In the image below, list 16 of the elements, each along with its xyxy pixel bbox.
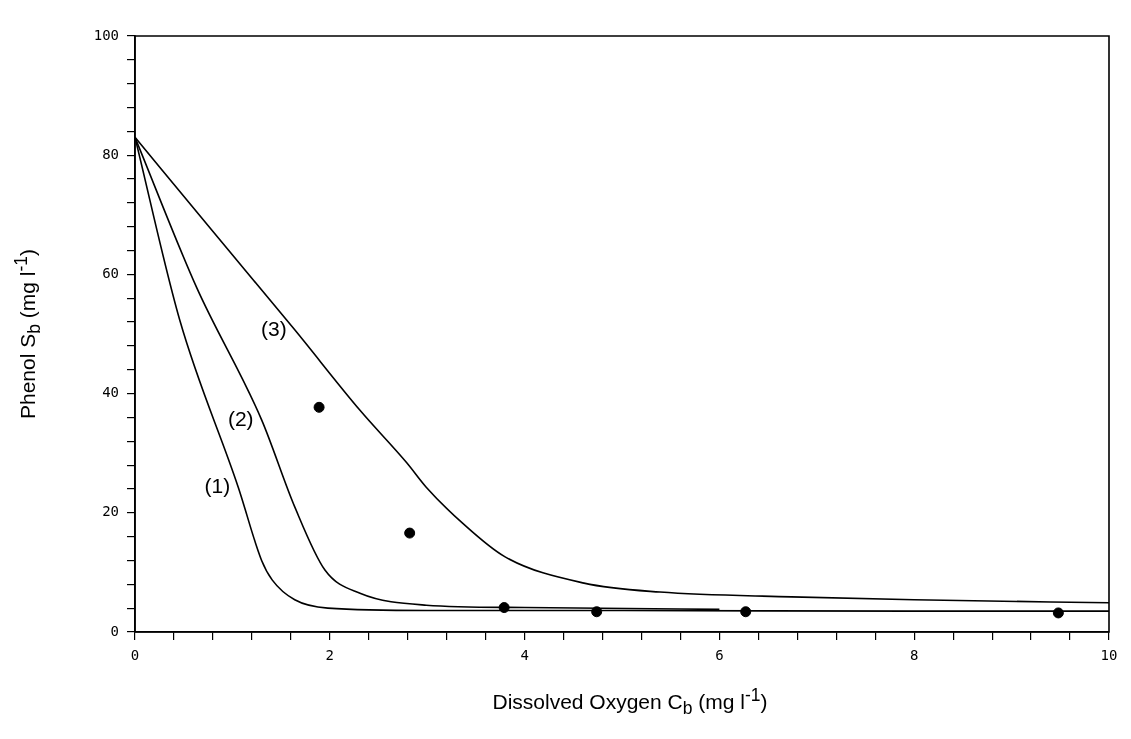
x-tick-label: 10 [1100,647,1118,664]
series-label: (3) [261,316,287,340]
x-tick-label: 8 [909,647,919,664]
x-tick-label: 2 [325,647,335,664]
y-tick-label: 80 [102,145,119,162]
y-tick-label: 60 [102,265,119,282]
x-tick-label: 4 [520,647,529,664]
x-tick-label: 0 [130,647,140,664]
y-tick-label: 0 [110,622,119,639]
y-tick-label: 40 [102,384,119,401]
series-label: (1) [204,473,231,497]
y-tick-label: 20 [102,503,119,520]
series-label: (2) [227,406,254,430]
x-tick-label: 6 [715,647,724,664]
x-axis-title: Dissolved Oxygen C$_{b}$ (mg l$^{-1}$) [492,684,768,720]
y-tick-label: 100 [93,26,119,43]
